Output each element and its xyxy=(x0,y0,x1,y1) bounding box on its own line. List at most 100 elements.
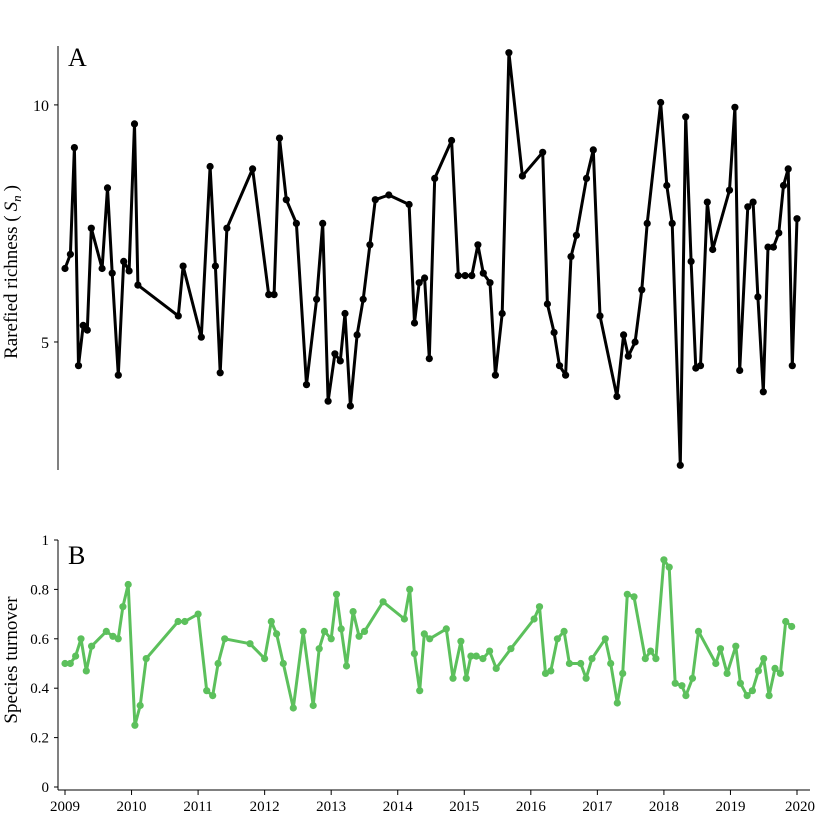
panel-b-point-22 xyxy=(246,640,254,648)
panel-b-point-19 xyxy=(209,692,217,700)
panel-b-point-87 xyxy=(743,692,751,700)
panel-b-x-tick-label: 2011 xyxy=(183,799,212,815)
panel-a-point-12 xyxy=(120,257,128,265)
panel-b-y-tick-label: 1 xyxy=(42,533,50,549)
panel-a-point-64 xyxy=(567,253,575,261)
panel-b-point-90 xyxy=(760,655,768,663)
panel-a-point-87 xyxy=(736,366,744,374)
panel-b-point-72 xyxy=(641,655,649,663)
panel-b-point-29 xyxy=(309,701,317,710)
panel-a-point-34 xyxy=(336,357,344,365)
panel-b-x-tick-label: 2018 xyxy=(649,799,679,815)
panel-a-point-55 xyxy=(491,371,499,379)
panel-b-point-25 xyxy=(273,630,281,638)
panel-b-point-52 xyxy=(479,655,487,663)
panel-a-y-tick-label: 10 xyxy=(33,98,49,115)
panel-b-point-53 xyxy=(486,647,494,655)
panel-a-point-70 xyxy=(620,331,628,339)
panel-b-point-93 xyxy=(776,669,785,678)
panel-b-point-41 xyxy=(406,585,414,594)
panel-a-point-92 xyxy=(764,243,772,251)
panel-a-point-43 xyxy=(410,319,419,327)
panel-b-point-23 xyxy=(261,655,269,663)
panel-b-point-21 xyxy=(221,635,229,643)
panel-a-point-46 xyxy=(425,355,433,363)
panel-a-point-39 xyxy=(366,241,374,249)
panel-b-point-60 xyxy=(553,635,562,643)
panel-b-point-44 xyxy=(420,630,428,638)
panel-b-point-84 xyxy=(723,669,731,678)
panel-b-point-76 xyxy=(665,563,673,571)
panel-b-point-71 xyxy=(630,593,638,601)
panel-a-point-44 xyxy=(415,279,423,287)
panel-b-point-37 xyxy=(355,632,363,640)
panel-b-point-32 xyxy=(327,635,335,643)
panel-a-point-66 xyxy=(582,174,591,182)
panel-a-y-tick-label: 5 xyxy=(41,335,49,352)
panel-a-point-8 xyxy=(98,264,106,273)
panel-b-point-14 xyxy=(142,655,150,663)
panel-b-point-91 xyxy=(765,692,773,700)
panel-b-point-15 xyxy=(174,617,182,626)
panel-a-point-20 xyxy=(211,262,219,270)
panel-b-y-tick-label: 0.2 xyxy=(30,731,49,747)
panel-a-point-59 xyxy=(539,148,547,156)
panel-a-point-72 xyxy=(631,338,639,346)
panel-a-y-axis-title-suffix: ) xyxy=(1,185,22,191)
panel-b-point-46 xyxy=(442,625,450,633)
panel-b-x-tick-label: 2016 xyxy=(516,799,547,815)
panel-a-point-79 xyxy=(682,113,690,121)
panel-a-point-93 xyxy=(769,243,778,251)
panel-b-y-tick-label: 0 xyxy=(42,780,50,796)
panel-a-point-62 xyxy=(555,362,564,370)
panel-b-point-39 xyxy=(379,598,387,606)
panel-a-y-axis-title-prefix: Rarefied richness ( xyxy=(1,215,22,359)
panel-b-point-2 xyxy=(66,659,74,668)
panel-a-point-33 xyxy=(331,350,339,358)
panel-b-point-63 xyxy=(577,659,585,668)
panel-a-point-91 xyxy=(759,388,767,396)
panel-a-point-26 xyxy=(275,134,284,142)
panel-a-point-37 xyxy=(353,331,361,339)
panel-b-point-47 xyxy=(449,674,457,682)
panel-b-point-88 xyxy=(748,687,757,695)
panel-b-point-61 xyxy=(560,627,568,636)
panel-b-point-18 xyxy=(203,687,211,695)
panel-b-y-tick-label: 0.8 xyxy=(30,582,49,598)
panel-a-label: A xyxy=(68,43,87,72)
panel-b-point-62 xyxy=(565,659,574,668)
panel-a-point-60 xyxy=(543,300,552,308)
panel-b-point-42 xyxy=(410,650,418,658)
panel-b-point-16 xyxy=(181,617,189,626)
panel-b-point-64 xyxy=(582,674,590,682)
panel-a-point-51 xyxy=(468,272,476,280)
panel-b-point-10 xyxy=(119,603,127,611)
panel-b-point-9 xyxy=(114,635,122,643)
panel-a-point-35 xyxy=(341,309,349,318)
panel-b-point-35 xyxy=(342,662,351,670)
panel-b-point-81 xyxy=(694,627,703,636)
panel-b-point-56 xyxy=(530,615,538,623)
panel-a-point-84 xyxy=(709,245,717,254)
panel-a-point-97 xyxy=(788,362,796,370)
panel-a-point-28 xyxy=(292,219,300,227)
panel-a-point-56 xyxy=(498,309,506,318)
panel-a-point-57 xyxy=(505,49,513,57)
panel-a-point-48 xyxy=(448,136,456,145)
panel-b-point-20 xyxy=(214,659,222,668)
panel-b-point-43 xyxy=(416,687,424,695)
panel-b-x-tick-label: 2013 xyxy=(316,799,346,815)
panel-a-y-axis-title-subscript: n xyxy=(9,195,24,202)
panel-a-point-18 xyxy=(197,333,205,341)
panel-a-point-2 xyxy=(66,250,74,258)
panel-a-point-50 xyxy=(461,272,469,280)
panel-b-point-31 xyxy=(320,627,329,636)
panel-b-point-13 xyxy=(136,701,144,710)
panel-b-point-54 xyxy=(492,664,500,673)
panel-b-point-4 xyxy=(77,635,85,643)
panel-a-point-76 xyxy=(663,181,671,190)
panel-a-point-47 xyxy=(431,174,439,182)
panel-b-point-3 xyxy=(72,652,80,660)
panel-b-series-line xyxy=(63,558,794,727)
panel-a-point-22 xyxy=(223,224,231,232)
